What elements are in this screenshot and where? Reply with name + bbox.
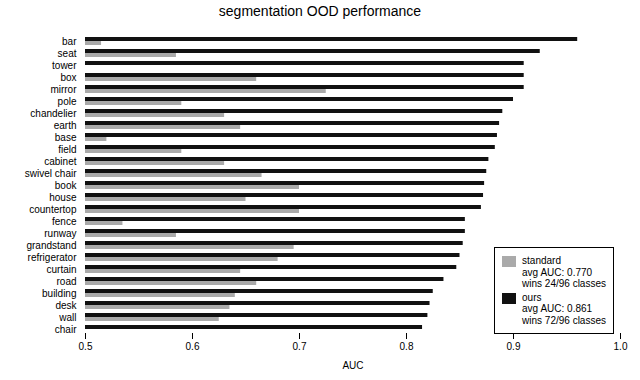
svg-text:1.0: 1.0 (614, 341, 628, 352)
svg-text:desk: desk (55, 300, 77, 311)
svg-text:book: book (55, 180, 78, 191)
svg-text:seat: seat (58, 48, 77, 59)
svg-text:0.9: 0.9 (507, 341, 521, 352)
svg-text:building: building (42, 288, 76, 299)
svg-text:road: road (56, 276, 76, 287)
svg-text:chandelier: chandelier (30, 108, 77, 119)
svg-text:earth: earth (54, 120, 77, 131)
svg-text:tower: tower (52, 60, 77, 71)
html-text:segmentation OOD performance: segmentation OOD performance (218, 3, 422, 19)
svg-text:bar: bar (62, 36, 77, 47)
svg-text:curtain: curtain (46, 264, 76, 275)
svg-text:swivel chair: swivel chair (25, 168, 77, 179)
svg-text:pole: pole (58, 96, 77, 107)
svg-text:box: box (60, 72, 76, 83)
svg-text:0.7: 0.7 (293, 341, 307, 352)
html-text:standard avg AUC: 0.770 wins 2: standard avg AUC: 0.770 wins 24/96 class… (522, 255, 606, 289)
svg-text:field: field (58, 144, 76, 155)
svg-text:0.8: 0.8 (400, 341, 414, 352)
svg-text:0.6: 0.6 (186, 341, 200, 352)
svg-text:refrigerator: refrigerator (28, 252, 78, 263)
svg-text:chair: chair (55, 324, 77, 335)
svg-text:grandstand: grandstand (26, 240, 76, 251)
html-text:ours avg AUC: 0.861 wins 72/96: ours avg AUC: 0.861 wins 72/96 classes (522, 291, 606, 326)
svg-text:runway: runway (44, 228, 76, 239)
svg-text:cabinet: cabinet (44, 156, 76, 167)
svg-text:wall: wall (58, 312, 76, 323)
svg-text:fence: fence (52, 216, 77, 227)
svg-text:countertop: countertop (29, 204, 77, 215)
svg-text:0.5: 0.5 (79, 341, 93, 352)
svg-text:mirror: mirror (50, 84, 77, 95)
svg-text:AUC: AUC (342, 360, 363, 371)
svg-text:base: base (55, 132, 77, 143)
svg-text:house: house (49, 192, 77, 203)
